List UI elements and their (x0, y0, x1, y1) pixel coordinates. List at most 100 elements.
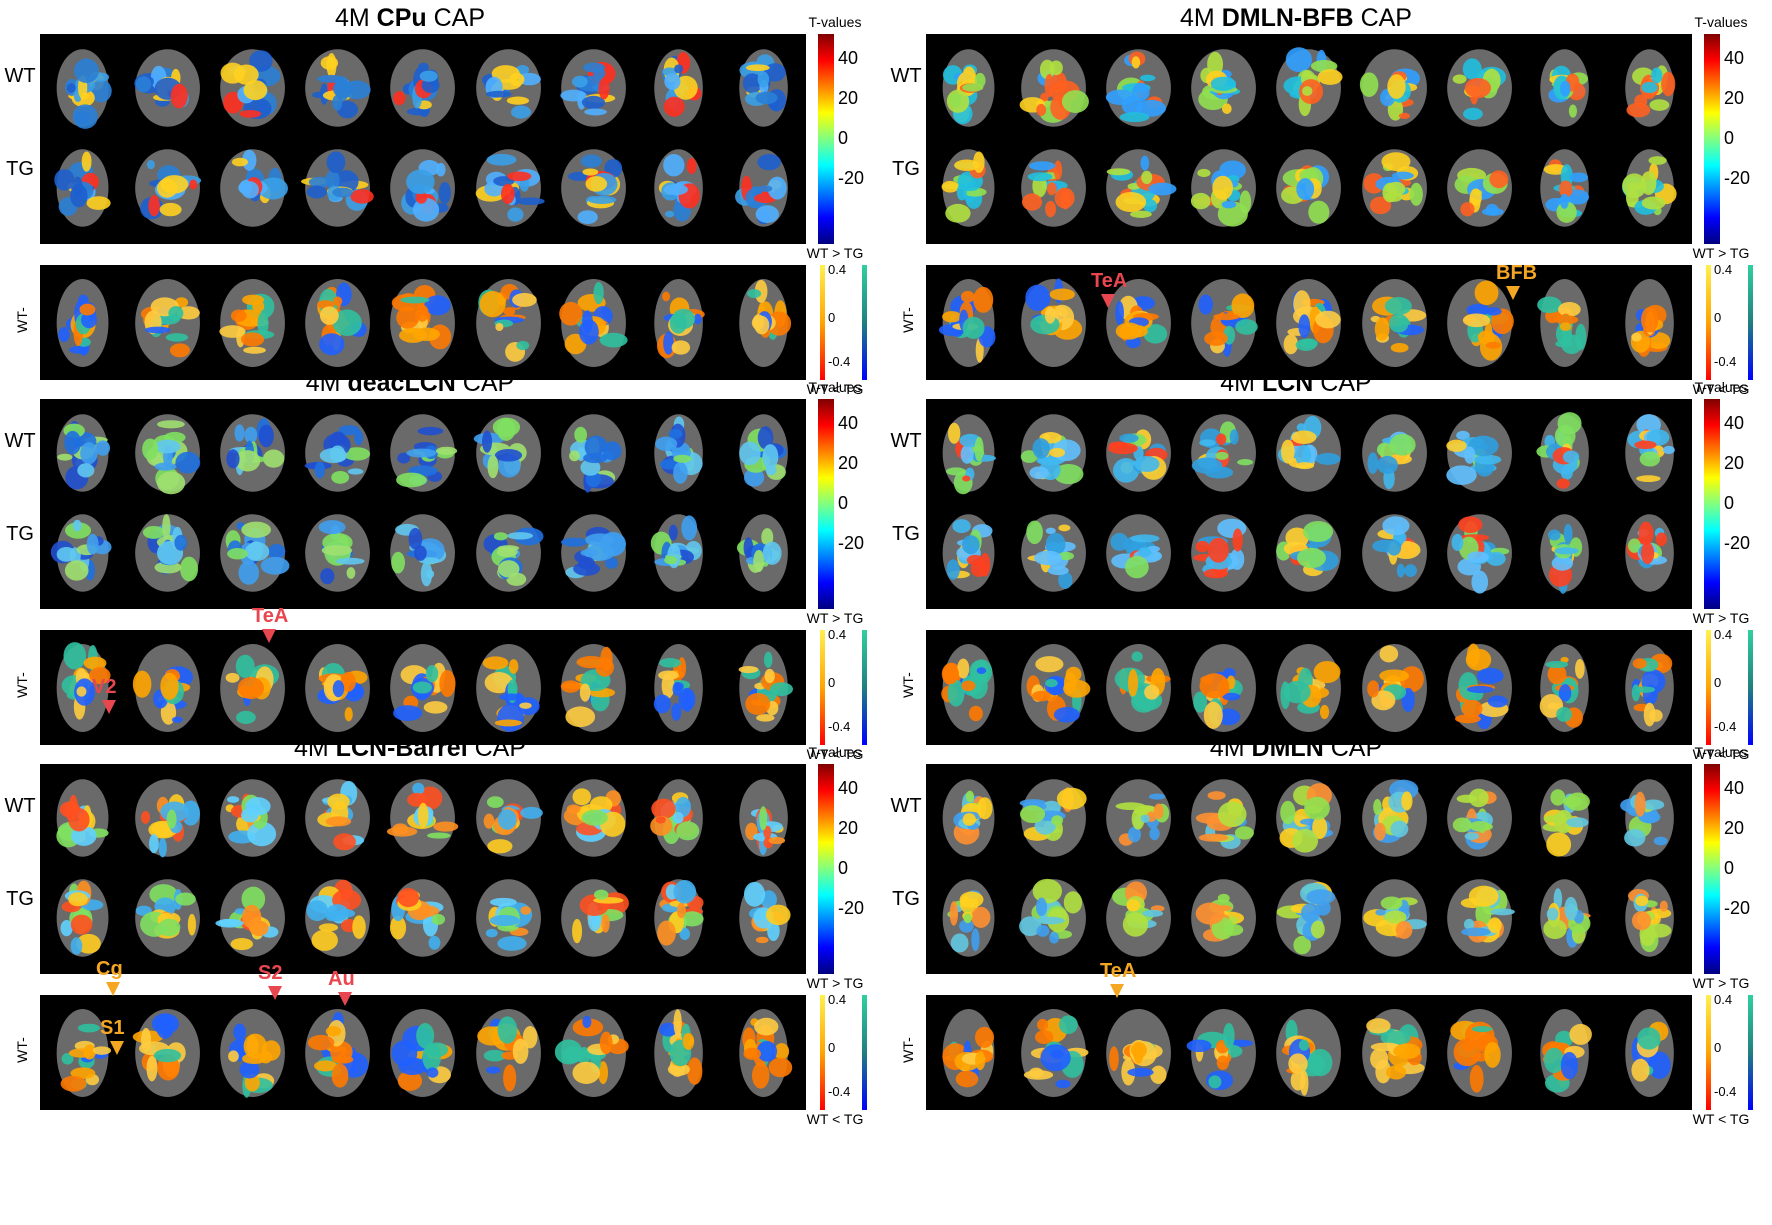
brain-slice-cell (129, 774, 206, 867)
brain-slice (1625, 879, 1674, 957)
diff-colorbar-caption: WT < TG (806, 746, 864, 762)
row-label-wt: WT (890, 430, 922, 452)
colorbar-tick: -20 (838, 168, 865, 188)
brain-slice-cell (555, 874, 632, 967)
title-bold: deacLCN (347, 369, 456, 397)
brain-slice-cell (470, 144, 547, 237)
brain-slice-cell (725, 509, 802, 602)
region-annotation: TeA (252, 605, 289, 627)
brain-slice-cell (555, 774, 632, 867)
brain-slice (1540, 879, 1591, 957)
brain-slice-cell (1441, 509, 1518, 602)
brain-slice (390, 49, 456, 127)
brain-slice (938, 279, 996, 367)
brain-slice (1625, 1009, 1674, 1097)
colorbar-tick: -20 (1724, 898, 1751, 918)
region-annotation: Au (328, 968, 355, 990)
brain-slice (56, 49, 112, 129)
diff-colorbar-warm (820, 265, 825, 380)
brain-slice-cell (1526, 774, 1603, 867)
brain-slice (654, 414, 703, 492)
brain-slice (135, 149, 202, 227)
brain-slice (305, 1009, 371, 1097)
brain-slice (475, 49, 541, 127)
annotation-arrow (338, 992, 352, 1006)
colorbar-title: T-values (1694, 14, 1748, 30)
brain-slice (304, 414, 371, 492)
brain-slice-cell (555, 144, 632, 237)
diff-colorbar-warm (1706, 630, 1711, 745)
diff-slice-cell (1015, 273, 1092, 378)
brain-slice (1361, 514, 1427, 592)
brain-slice-cell (1100, 144, 1177, 237)
row-label-wt: WT (890, 65, 922, 87)
diff-colorbar-warm (820, 995, 825, 1110)
brain-slice-cell (1356, 874, 1433, 967)
colorbar-title: T-values (1694, 379, 1748, 395)
annotation-arrow (1110, 984, 1124, 998)
brain-slice (56, 1009, 112, 1097)
diff-slice-cell (930, 273, 1007, 378)
brain-slice (739, 49, 788, 127)
brain-slice (390, 879, 456, 957)
brain-slice-cell (725, 774, 802, 867)
diff-colorbar-cool (1748, 265, 1753, 380)
brain-slice-cell (930, 409, 1007, 502)
brain-slice (1540, 149, 1589, 227)
brain-slice (1536, 412, 1589, 492)
brain-slice-cell (1015, 44, 1092, 137)
row-label-tg: TG (892, 888, 920, 910)
brain-slice (1106, 149, 1177, 227)
brain-slice-cell (470, 874, 547, 967)
colorbar (818, 764, 834, 974)
brain-slice-cell (44, 44, 121, 137)
brain-slice (650, 514, 703, 592)
tmap-grid (926, 34, 1692, 244)
brain-slice-cell (384, 44, 461, 137)
brain-slice (1191, 49, 1257, 127)
row-label-diff: WT-TG (14, 1037, 70, 1063)
diff-colorbar-tick: 0.4 (828, 262, 847, 277)
brain-slice (305, 279, 371, 367)
brain-slice (560, 779, 626, 857)
row-label-tg: TG (892, 523, 920, 545)
tmap-grid (40, 34, 806, 244)
brain-slice-cell (1015, 874, 1092, 967)
row-label-diff: WT-TG (900, 1037, 956, 1063)
brain-slice-cell (299, 874, 376, 967)
brain-slice (390, 279, 456, 367)
colorbar-caption: WT > TG (806, 975, 864, 991)
brain-slice (1191, 279, 1259, 367)
brain-slice (942, 49, 995, 127)
brain-slice-cell (129, 509, 206, 602)
brain-slice (560, 414, 626, 493)
brain-slice (1021, 278, 1087, 367)
brain-slice-cell (1015, 509, 1092, 602)
brain-slice (1446, 879, 1515, 957)
diff-slice-cell (1526, 638, 1603, 743)
cap-panel-0: 4M CPu CAP WT TG WT-TG T-values 40 20 0 -20 WT > … (0, 0, 886, 410)
diff-colorbar-caption: WT < TG (1692, 1111, 1750, 1127)
brain-slice (1361, 879, 1427, 957)
brain-slice (1191, 514, 1257, 592)
title-bold: DMLN-BFB (1221, 4, 1354, 32)
brain-slice (1540, 514, 1589, 594)
brain-slice (942, 779, 995, 857)
diff-slice-cell (1356, 273, 1433, 378)
brain-slice (1625, 49, 1676, 127)
diff-slice-cell (555, 273, 632, 378)
brain-slice (1106, 779, 1172, 857)
colorbar-tick: 20 (838, 453, 859, 473)
colorbar (818, 34, 834, 244)
diff-slice-cell (129, 273, 206, 378)
brain-slice (554, 1009, 629, 1097)
colorbar-tick: 20 (1724, 453, 1745, 473)
diff-slice-cell (1611, 273, 1688, 378)
brain-slice (1106, 49, 1172, 127)
brain-slice (653, 644, 703, 732)
diff-colorbar-warm (820, 630, 825, 745)
brain-slice (134, 49, 201, 127)
brain-slice (1361, 1009, 1427, 1097)
brain-slice (1276, 279, 1342, 367)
diff-slice-cell (555, 638, 632, 743)
